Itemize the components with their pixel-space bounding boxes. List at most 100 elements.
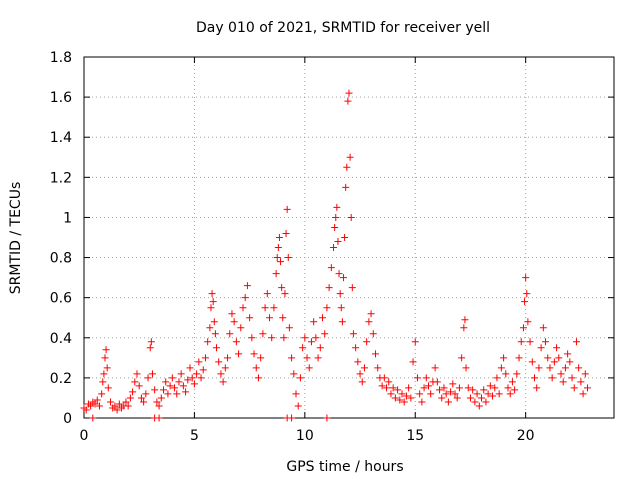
data-point bbox=[314, 354, 322, 362]
data-point bbox=[146, 344, 154, 352]
data-point bbox=[232, 338, 240, 346]
data-point bbox=[522, 274, 530, 282]
data-point bbox=[137, 394, 145, 402]
data-point bbox=[511, 386, 519, 394]
data-point bbox=[204, 338, 212, 346]
data-point bbox=[504, 384, 512, 392]
data-point bbox=[131, 378, 139, 386]
data-point bbox=[288, 354, 296, 362]
data-point bbox=[385, 378, 393, 386]
data-point bbox=[173, 390, 181, 398]
data-point bbox=[310, 318, 318, 326]
data-point bbox=[100, 370, 108, 378]
data-point bbox=[270, 304, 278, 312]
data-point bbox=[471, 398, 479, 406]
data-point bbox=[409, 358, 417, 366]
data-point bbox=[535, 364, 543, 372]
data-point bbox=[175, 378, 183, 386]
data-point bbox=[389, 384, 397, 392]
data-point bbox=[356, 370, 364, 378]
data-point bbox=[338, 318, 346, 326]
data-point bbox=[422, 374, 430, 382]
data-point bbox=[104, 384, 112, 392]
data-point bbox=[279, 314, 287, 322]
data-point bbox=[285, 324, 293, 332]
grid-lines bbox=[84, 57, 614, 418]
data-point bbox=[263, 290, 271, 298]
data-point bbox=[321, 330, 329, 338]
data-point bbox=[542, 338, 550, 346]
data-point bbox=[129, 388, 137, 396]
data-point bbox=[577, 378, 585, 386]
data-point bbox=[254, 374, 262, 382]
data-point bbox=[489, 392, 497, 400]
data-point bbox=[209, 298, 217, 306]
data-point bbox=[416, 390, 424, 398]
data-point bbox=[436, 386, 444, 394]
data-point bbox=[500, 354, 508, 362]
data-point bbox=[380, 374, 388, 382]
x-tick-label: 0 bbox=[80, 428, 89, 444]
data-point bbox=[283, 205, 291, 213]
data-point bbox=[215, 358, 223, 366]
data-point bbox=[526, 338, 534, 346]
data-point bbox=[455, 384, 463, 392]
data-point bbox=[211, 330, 219, 338]
data-point bbox=[466, 394, 474, 402]
data-point bbox=[305, 364, 313, 372]
data-point bbox=[413, 374, 421, 382]
data-point bbox=[521, 298, 529, 306]
data-point bbox=[171, 384, 179, 392]
data-point bbox=[89, 414, 97, 422]
data-point bbox=[548, 374, 556, 382]
data-point bbox=[155, 414, 163, 422]
data-point bbox=[524, 318, 532, 326]
data-point bbox=[82, 406, 90, 414]
data-point bbox=[546, 364, 554, 372]
data-point bbox=[102, 346, 110, 354]
data-point bbox=[555, 354, 563, 362]
data-point bbox=[346, 153, 354, 161]
data-point bbox=[444, 398, 452, 406]
data-point bbox=[506, 390, 514, 398]
data-point bbox=[248, 334, 256, 342]
data-point bbox=[95, 402, 103, 410]
y-tick-label: 0 bbox=[63, 411, 72, 427]
data-point bbox=[557, 370, 565, 378]
data-point bbox=[122, 398, 130, 406]
data-point bbox=[226, 330, 234, 338]
data-point bbox=[531, 374, 538, 382]
data-point bbox=[160, 386, 167, 394]
data-point bbox=[528, 358, 536, 366]
plot-frame bbox=[83, 56, 615, 419]
data-point bbox=[257, 354, 265, 362]
data-point bbox=[394, 386, 402, 394]
data-point bbox=[332, 213, 340, 221]
data-point bbox=[447, 388, 455, 396]
data-point bbox=[349, 330, 357, 338]
data-point bbox=[266, 314, 273, 322]
data-point bbox=[561, 364, 569, 372]
data-point bbox=[442, 390, 450, 398]
data-point bbox=[482, 398, 490, 406]
data-point bbox=[497, 364, 505, 372]
data-point bbox=[290, 370, 298, 378]
data-point bbox=[206, 324, 214, 332]
data-point bbox=[333, 203, 341, 211]
data-point bbox=[197, 374, 205, 382]
data-point bbox=[581, 370, 589, 378]
y-tick-label: 0.8 bbox=[50, 251, 72, 267]
data-point bbox=[398, 390, 406, 398]
data-point bbox=[337, 304, 345, 312]
data-point bbox=[331, 223, 339, 231]
data-point bbox=[230, 318, 238, 326]
data-point bbox=[343, 163, 351, 171]
data-point bbox=[451, 390, 459, 398]
data-point bbox=[537, 344, 545, 352]
data-point bbox=[151, 386, 159, 394]
data-point bbox=[182, 388, 190, 396]
y-tick-label: 1.4 bbox=[50, 130, 72, 146]
data-point bbox=[358, 378, 366, 386]
data-point bbox=[339, 274, 347, 282]
